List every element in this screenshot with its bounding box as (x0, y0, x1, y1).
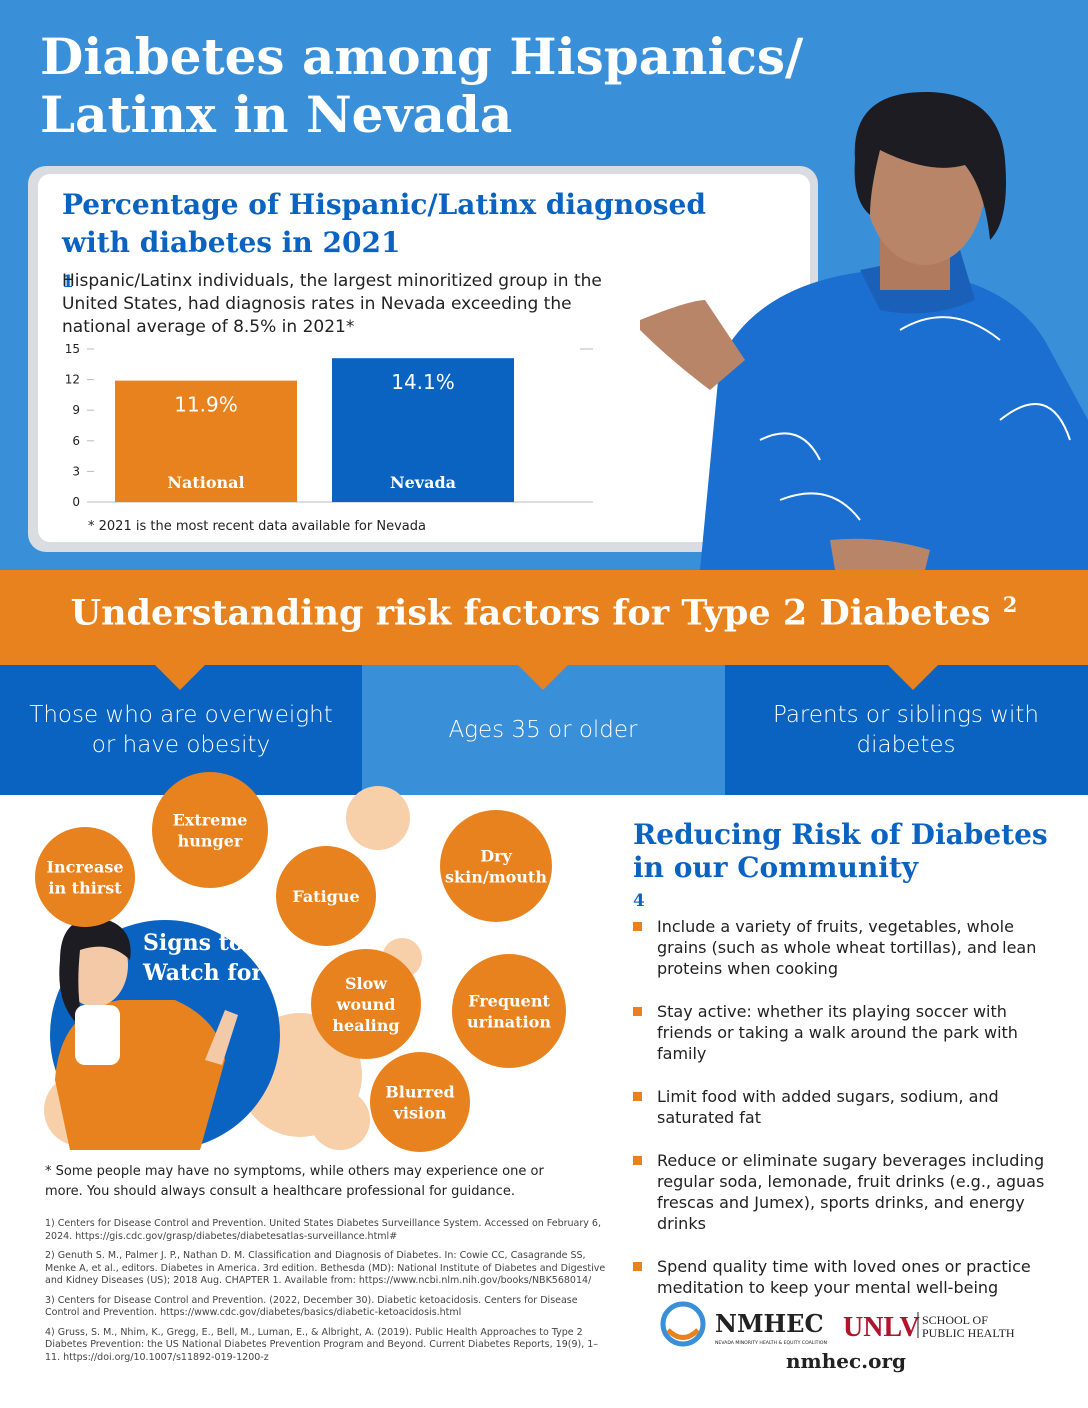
risk-factor: Ages 35 or older (448, 717, 638, 743)
risk-box (725, 665, 1088, 795)
title-line: Latinx in Nevada (40, 85, 513, 144)
superscript: 2 (1002, 592, 1018, 617)
title: Diabetes among Hispanics/Latinx in Nevad… (40, 28, 803, 144)
sign-circle (370, 1052, 470, 1152)
sign-label: Dry (480, 847, 512, 866)
sign-label: healing (332, 1016, 399, 1035)
superscript: 2,3 (262, 959, 283, 973)
logo-text: NEVADA MINORITY HEALTH & EQUITY COALITIO… (715, 1340, 827, 1346)
y-tick-label: 9 (72, 403, 80, 417)
logos: NMHEC NEVADA MINORITY HEALTH & EQUITY CO… (660, 1301, 1015, 1373)
sign-label: urination (467, 1013, 551, 1032)
value-label: 14.1% (391, 370, 455, 394)
bar (332, 358, 514, 502)
reducing-item: Spend quality time with loved ones or pr… (633, 1256, 1053, 1298)
sign-circle (440, 810, 552, 922)
signs-title: Watch for (142, 960, 263, 986)
sign-label: wound (336, 995, 396, 1014)
reducing-item: Stay active: whether its playing soccer … (633, 1001, 1053, 1064)
references: 1) Centers for Disease Control and Preve… (45, 1218, 610, 1371)
risk-title-text: Understanding risk factors for Type 2 Di… (70, 592, 991, 634)
chart-title: Percentage of Hispanic/Latinx diagnosed w… (62, 186, 706, 307)
sign-circle (452, 954, 566, 1068)
logo-text: NMHEC (715, 1309, 824, 1338)
url: nmhec.org (786, 1349, 906, 1373)
sign-circle (276, 846, 376, 946)
signs: Increase in thirst Extreme hunger Fatigue Dry… (35, 772, 566, 1152)
y-tick-label: 6 (72, 434, 80, 448)
logo-text: UNLV (843, 1312, 920, 1343)
logo-text: PUBLIC HEALTH (922, 1326, 1015, 1340)
reducing-item: Include a variety of fruits, vegetables,… (633, 916, 1053, 979)
logo-text: SCHOOL OF (922, 1313, 988, 1327)
sign-label: Blurred (385, 1083, 454, 1102)
sign-label: Fatigue (292, 887, 359, 906)
risk-title: Understanding risk factors for Type 2 Di… (0, 592, 1088, 634)
sign-circle (35, 827, 135, 927)
reducing-title-line: Reducing Risk of Diabetes (633, 818, 1048, 851)
bar-chart: 0 3 6 9 12 15 11.9% National 14.1% Nevada (65, 342, 593, 509)
sign-circle (311, 949, 421, 1059)
superscript: 1 (62, 271, 74, 291)
sign-label: hunger (178, 832, 243, 851)
sign-label: Slow (345, 974, 388, 993)
title-line: Diabetes among Hispanics/ (40, 27, 804, 86)
value-label: 11.9% (174, 393, 238, 417)
reducing-title-line: in our Community (633, 851, 919, 884)
y-tick-label: 3 (72, 464, 80, 478)
sign-label: in thirst (48, 879, 122, 898)
category-label: National (167, 473, 244, 492)
sign-label: Increase (46, 858, 123, 877)
sign-circle (152, 772, 268, 888)
sign-label: Frequent (468, 992, 550, 1011)
risk-band (0, 570, 1088, 665)
chart-title-line: with diabetes in 2021 (62, 226, 401, 259)
reference: 3) Centers for Disease Control and Preve… (45, 1294, 578, 1319)
y-tick-label: 12 (65, 373, 80, 387)
signs-title: Signs to (143, 930, 244, 956)
reference: 4) Gruss, S. M., Nhim, K., Gregg, E., Be… (45, 1326, 599, 1363)
reducing-title: Reducing Risk of Diabetes in our Communit… (633, 818, 1048, 923)
pointer (155, 665, 938, 690)
chart-title-line: Percentage of Hispanic/Latinx diagnosed (62, 188, 706, 221)
risk-factor: Those who are overweight or have obesity (29, 702, 333, 758)
risk-factor: Parents or siblings with diabetes (773, 702, 1039, 758)
reducing-list: Include a variety of fruits, vegetables,… (633, 916, 1053, 1320)
superscript: 4 (633, 890, 645, 910)
bar (115, 380, 297, 502)
chart-subtitle: Hispanic/Latinx individuals, the largest… (62, 271, 602, 337)
y-tick-label: 15 (65, 342, 80, 356)
reducing-item: Limit food with added sugars, sodium, an… (633, 1086, 1053, 1128)
reducing-item: Reduce or eliminate sugary beverages inc… (633, 1150, 1053, 1234)
reference: 1) Centers for Disease Control and Preve… (45, 1218, 601, 1242)
y-tick-label: 0 (72, 495, 80, 509)
person-illustration (640, 91, 1088, 570)
sign-label: skin/mouth (445, 868, 547, 887)
sign-label: Extreme (173, 811, 248, 830)
woman-illustration (55, 917, 238, 1150)
signs-note: * Some people may have no symptoms, whil… (45, 1164, 544, 1199)
reference: 2) Genuth S. M., Palmer J. P., Nathan D.… (45, 1250, 606, 1286)
chart-note: * 2021 is the most recent data available… (88, 519, 426, 534)
sign-label: vision (393, 1104, 447, 1123)
category-label: Nevada (390, 473, 456, 492)
